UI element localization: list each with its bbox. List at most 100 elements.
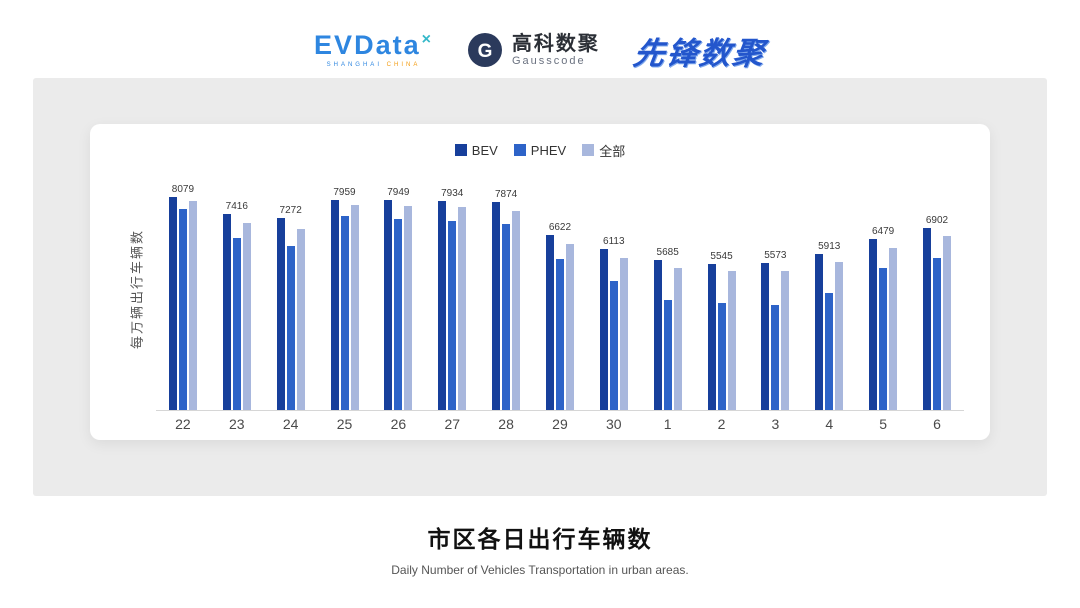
bar-全部 bbox=[889, 248, 898, 410]
chart-panel: BEV PHEV 全部 每万辆出行车辆数 8079 7416 7272 7959 7949 7… bbox=[33, 78, 1047, 496]
bar-全部 bbox=[835, 262, 844, 410]
bar-PHEV bbox=[555, 259, 564, 410]
legend-item-BEV[interactable]: BEV bbox=[454, 142, 498, 158]
bar-全部 bbox=[512, 211, 521, 410]
chart-subtitle: Daily Number of Vehicles Transportation … bbox=[391, 563, 689, 577]
evdata-x-mark: × bbox=[421, 31, 433, 48]
bars bbox=[330, 200, 359, 410]
bar-全部 bbox=[296, 229, 305, 410]
value-label: 6622 bbox=[548, 222, 572, 233]
bar-PHEV bbox=[286, 246, 295, 410]
evdata-subtext: SHANGHAI CHINA bbox=[327, 62, 421, 68]
legend-label-BEV: BEV bbox=[471, 142, 498, 158]
legend-swatch-PHEV bbox=[513, 144, 526, 156]
bar-group-30: 6113 bbox=[587, 236, 641, 410]
bars bbox=[222, 214, 251, 410]
bar-group-5: 6479 bbox=[856, 226, 910, 410]
legend-label-PHEV: PHEV bbox=[530, 142, 567, 158]
y-axis: 每万辆出行车辆数 bbox=[116, 168, 156, 432]
value-label: 7874 bbox=[494, 189, 518, 200]
bar-group-22: 8079 bbox=[156, 184, 210, 410]
bar-PHEV bbox=[825, 293, 834, 410]
bars bbox=[492, 202, 521, 410]
legend-swatch-全部 bbox=[582, 144, 595, 156]
legend-label-全部: 全部 bbox=[599, 143, 626, 159]
legend-item-PHEV[interactable]: PHEV bbox=[513, 142, 567, 158]
bar-全部 bbox=[458, 207, 467, 410]
value-label: 5685 bbox=[656, 247, 679, 258]
bar-BEV bbox=[653, 260, 662, 410]
legend-item-全部[interactable]: 全部 bbox=[582, 141, 625, 160]
bar-PHEV bbox=[717, 303, 726, 410]
bar-BEV bbox=[222, 214, 231, 410]
bar-group-24: 7272 bbox=[264, 205, 318, 410]
bar-group-1: 5685 bbox=[641, 247, 695, 410]
chart-legend: BEV PHEV 全部 bbox=[116, 140, 964, 160]
bar-group-23: 7416 bbox=[210, 201, 264, 410]
bar-BEV bbox=[869, 239, 878, 410]
bars bbox=[869, 239, 898, 410]
bar-BEV bbox=[492, 202, 501, 410]
bar-全部 bbox=[942, 236, 951, 410]
x-axis-label: 29 bbox=[552, 416, 568, 432]
bar-group-27: 7934 bbox=[425, 188, 479, 410]
value-label: 7934 bbox=[441, 188, 464, 199]
bars bbox=[599, 249, 628, 410]
bar-group-29: 6622 bbox=[533, 222, 587, 410]
pioneer-logo: 先锋数聚 bbox=[631, 28, 768, 73]
bar-全部 bbox=[350, 205, 359, 410]
x-axis-label: 22 bbox=[175, 416, 191, 432]
bar-group-26: 7949 bbox=[371, 187, 425, 410]
pioneer-wordmark: 先锋数聚 bbox=[631, 35, 768, 71]
bar-BEV bbox=[330, 200, 339, 410]
bar-BEV bbox=[707, 264, 716, 410]
x-axis: 22 23 24 25 26 27 28 29 30 1 2 3 4 5 6 bbox=[156, 416, 964, 432]
bar-PHEV bbox=[609, 281, 618, 410]
value-label: 6113 bbox=[603, 236, 625, 247]
x-axis-label: 3 bbox=[771, 416, 780, 432]
bar-BEV bbox=[384, 200, 393, 410]
bar-PHEV bbox=[932, 258, 941, 410]
value-label: 7959 bbox=[333, 187, 356, 198]
bars bbox=[653, 260, 682, 410]
bar-全部 bbox=[404, 206, 413, 410]
x-axis-label: 2 bbox=[717, 416, 726, 432]
bar-group-28: 7874 bbox=[479, 189, 533, 410]
bars bbox=[761, 263, 790, 410]
value-label: 5573 bbox=[764, 250, 787, 261]
bar-PHEV bbox=[448, 221, 457, 410]
bars bbox=[545, 235, 574, 410]
logo-row: EVData× SHANGHAI CHINA G 高科数聚 Gausscode … bbox=[0, 0, 1080, 78]
gausscode-text: 高科数聚 Gausscode bbox=[512, 33, 600, 67]
bars bbox=[276, 218, 305, 410]
bar-BEV bbox=[545, 235, 554, 410]
bars bbox=[922, 228, 951, 410]
x-axis-label: 5 bbox=[879, 416, 887, 432]
bar-全部 bbox=[565, 244, 574, 410]
bar-全部 bbox=[188, 201, 197, 410]
value-label: 6479 bbox=[871, 226, 895, 237]
bar-全部 bbox=[781, 271, 790, 410]
bar-全部 bbox=[673, 268, 682, 410]
bar-PHEV bbox=[502, 224, 511, 410]
bar-BEV bbox=[599, 249, 608, 410]
chart-card: BEV PHEV 全部 每万辆出行车辆数 8079 7416 7272 7959 7949 7… bbox=[90, 124, 990, 440]
bar-PHEV bbox=[771, 305, 780, 410]
evdata-logo: EVData× SHANGHAI CHINA bbox=[314, 31, 433, 69]
x-axis-label: 26 bbox=[390, 416, 407, 432]
legend-swatch-BEV bbox=[454, 144, 467, 156]
bar-BEV bbox=[168, 197, 177, 410]
x-axis-label: 6 bbox=[933, 416, 941, 432]
bar-BEV bbox=[922, 228, 931, 410]
bar-group-25: 7959 bbox=[318, 187, 372, 410]
value-label: 7949 bbox=[387, 187, 410, 198]
y-axis-title: 每万辆出行车辆数 bbox=[129, 229, 145, 350]
gausscode-logo: G 高科数聚 Gausscode bbox=[467, 32, 600, 68]
bar-group-3: 5573 bbox=[748, 250, 802, 410]
value-label: 7416 bbox=[225, 201, 248, 212]
evdata-sub-shanghai: SHANGHAI bbox=[326, 62, 382, 68]
value-label: 5545 bbox=[710, 251, 733, 262]
x-axis-label: 28 bbox=[498, 416, 514, 432]
svg-text:G: G bbox=[478, 41, 493, 62]
